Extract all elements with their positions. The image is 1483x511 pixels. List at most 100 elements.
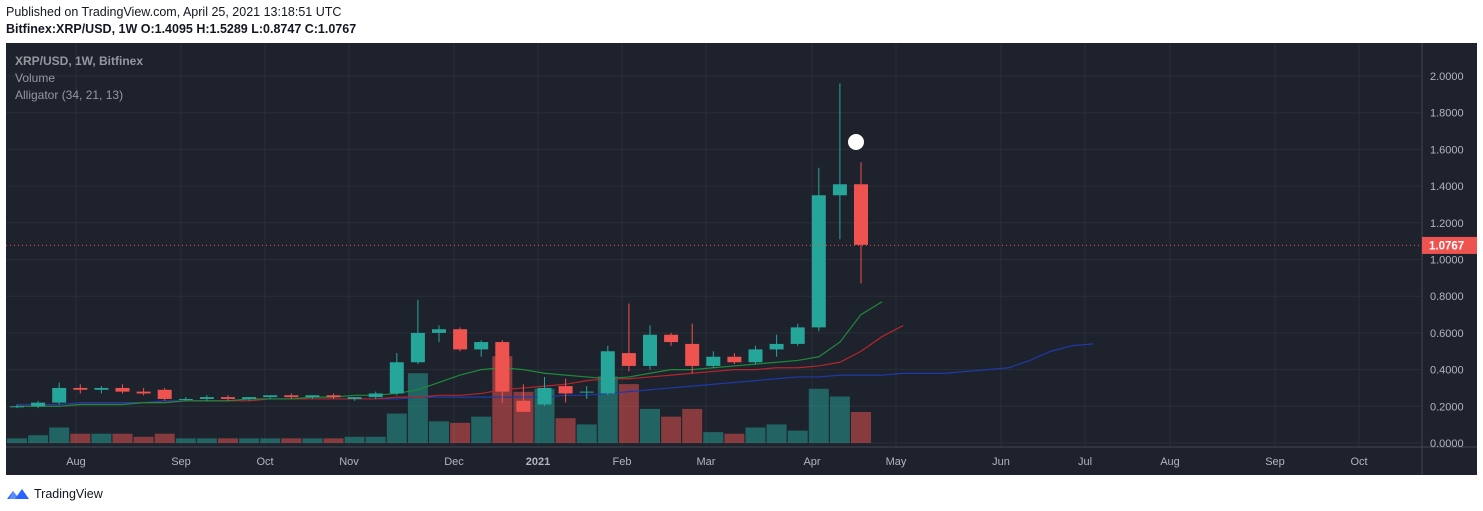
price-chart[interactable]: 2.0000 1.8000 1.6000 1.4000 1.2000 1.0000 0.80… xyxy=(6,43,1477,475)
candle-body xyxy=(537,387,552,405)
candle-body xyxy=(115,387,130,392)
price-tick-label: 1.6000 xyxy=(1430,144,1464,156)
candle-body xyxy=(305,395,320,398)
candle-body xyxy=(136,391,151,394)
candle-body xyxy=(326,395,341,398)
candle-body xyxy=(474,342,489,350)
candle-body xyxy=(516,400,531,412)
volume-bar xyxy=(302,438,323,443)
candle-body xyxy=(389,362,404,394)
volume-bar xyxy=(239,438,260,443)
time-tick-label: Oct xyxy=(256,456,273,468)
time-tick-label: Sep xyxy=(1265,456,1285,468)
candle-body xyxy=(453,329,468,350)
time-tick-label: Mar xyxy=(697,456,716,468)
price-tick-label: 0.2000 xyxy=(1430,401,1464,413)
volume-bar xyxy=(133,436,154,443)
price-tick-label: 1.8000 xyxy=(1430,108,1464,120)
volume-bar xyxy=(618,384,639,443)
candle-body xyxy=(284,395,299,398)
volume-bar xyxy=(682,408,703,443)
volume-bar xyxy=(851,412,871,443)
volume-bar xyxy=(154,433,175,443)
volume-bar xyxy=(344,436,365,443)
volume-bar xyxy=(407,373,428,443)
volume-bar xyxy=(703,432,724,443)
price-tick-label: 1.2000 xyxy=(1430,218,1464,230)
candle-body xyxy=(558,386,573,394)
candle-body xyxy=(221,397,235,399)
time-tick-label: May xyxy=(886,456,907,468)
volume-bar xyxy=(745,427,766,443)
candle-body xyxy=(199,397,214,399)
time-tick-label: Nov xyxy=(339,456,359,468)
volume-bar xyxy=(386,413,407,443)
volume-bar xyxy=(829,396,850,443)
candle-body xyxy=(432,329,446,333)
candle-body xyxy=(94,387,109,390)
candle-body xyxy=(10,406,24,408)
last-price-badge: 1.0767 xyxy=(1422,236,1477,254)
volume-bar xyxy=(49,427,70,443)
volume-bar xyxy=(808,388,829,443)
candle-body xyxy=(242,397,257,399)
price-tick-label: 2.0000 xyxy=(1430,71,1464,83)
tradingview-logo-icon xyxy=(7,489,29,499)
candle-body xyxy=(790,327,805,344)
candle-body xyxy=(263,395,278,398)
candle-body xyxy=(769,343,784,350)
price-tick-label: 0.4000 xyxy=(1430,365,1464,377)
last-price-label: 1.0767 xyxy=(1429,240,1464,252)
time-tick-label: Aug xyxy=(66,456,86,468)
price-tick-label: 1.4000 xyxy=(1430,181,1464,193)
time-tick-label: Aug xyxy=(1160,456,1180,468)
candle-body xyxy=(347,397,362,399)
candle-body xyxy=(368,393,383,398)
published-note: Published on TradingView.com, April 25, … xyxy=(6,5,342,19)
time-axis[interactable]: Aug Sep Oct Nov Dec 2021 Feb Mar Apr May Jun Jul Aug… xyxy=(66,456,1367,468)
brand-name: TradingView xyxy=(34,487,103,501)
legend-volume: Volume xyxy=(15,71,55,85)
volume-bar xyxy=(576,424,597,443)
volume-bar xyxy=(175,438,196,443)
volume-bar xyxy=(555,418,576,443)
candle-body xyxy=(727,356,742,363)
time-tick-label: Jul xyxy=(1078,456,1092,468)
volume-bar xyxy=(429,421,449,443)
price-tick-label: 0.6000 xyxy=(1430,328,1464,340)
price-tick-label: 0.8000 xyxy=(1430,291,1464,303)
tradingview-brand[interactable]: TradingView xyxy=(6,485,103,503)
current-marker-dot xyxy=(848,134,864,150)
price-axis[interactable]: 2.0000 1.8000 1.6000 1.4000 1.2000 1.0000 0.80… xyxy=(1430,71,1464,450)
candle-body xyxy=(685,343,700,366)
volume-bar xyxy=(260,438,281,443)
candle-body xyxy=(811,195,826,328)
volume-bar xyxy=(196,438,217,443)
volume-bar xyxy=(218,438,238,443)
candle-body xyxy=(664,334,679,343)
volume-bar xyxy=(640,408,660,443)
volume-bar xyxy=(91,433,112,443)
candle-body xyxy=(495,342,510,392)
candle-body xyxy=(643,334,657,366)
volume-bar xyxy=(450,422,471,443)
candle-body xyxy=(178,398,193,400)
symbol-ohlc-line: Bitfinex:XRP/USD, 1W O:1.4095 H:1.5289 L… xyxy=(6,22,356,36)
time-tick-label: Sep xyxy=(171,456,191,468)
ohlc-values: O:1.4095 H:1.5289 L:0.8747 C:1.0767 xyxy=(140,22,357,36)
volume-bar xyxy=(787,430,808,443)
candle-body xyxy=(410,332,425,363)
time-tick-label: Dec xyxy=(444,456,464,468)
volume-bar xyxy=(471,416,492,443)
volume-bar xyxy=(112,433,133,443)
alligator-indicator xyxy=(17,301,1094,407)
time-tick-label: Oct xyxy=(1350,456,1367,468)
candle-body xyxy=(579,391,594,393)
volume-bar xyxy=(28,435,49,443)
time-tick-label: Feb xyxy=(613,456,632,468)
time-tick-label: Jun xyxy=(992,456,1010,468)
volume-bar xyxy=(661,416,682,443)
alligator-lips-line xyxy=(17,301,883,407)
candle-body xyxy=(600,351,615,394)
candle-body xyxy=(832,184,847,196)
